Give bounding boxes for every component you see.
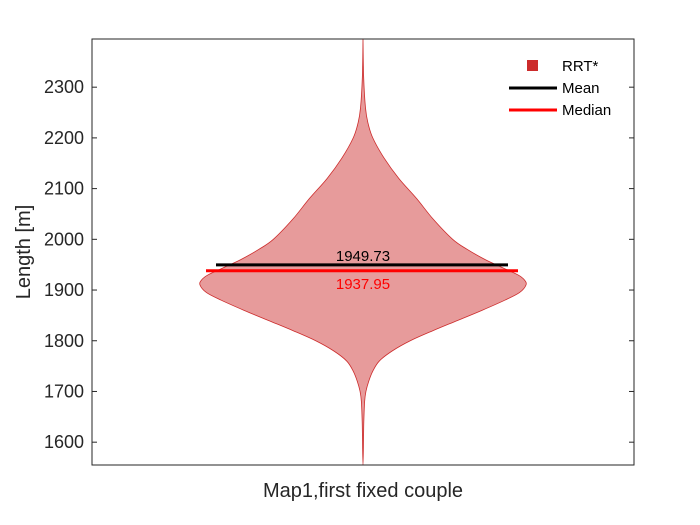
legend-label: RRT* — [562, 58, 599, 75]
y-tick-label: 1700 — [44, 381, 84, 401]
median-value-label: 1937.95 — [336, 276, 390, 293]
y-tick-label: 2000 — [44, 229, 84, 249]
legend-label: Median — [562, 102, 611, 119]
y-axis-ticks: 1600 1700 1800 1900 2000 2100 2200 2300 — [44, 77, 634, 452]
y-tick-label: 2300 — [44, 77, 84, 97]
legend-marker-rrt-star — [527, 60, 538, 71]
x-category-label: Map1,first fixed couple — [263, 480, 463, 502]
plot-area: 1949.73 1937.95 — [199, 38, 527, 466]
legend-label: Mean — [562, 80, 600, 97]
axes-box — [91, 38, 635, 466]
y-tick-label: 1800 — [44, 331, 84, 351]
y-tick-label: 1600 — [44, 432, 84, 452]
legend: RRT* Mean Median — [509, 58, 611, 119]
y-tick-label: 2200 — [44, 128, 84, 148]
y-tick-label: 2100 — [44, 179, 84, 199]
mean-value-label: 1949.73 — [336, 248, 390, 265]
y-axis-label: Length [m] — [13, 205, 35, 300]
y-tick-label: 1900 — [44, 280, 84, 300]
